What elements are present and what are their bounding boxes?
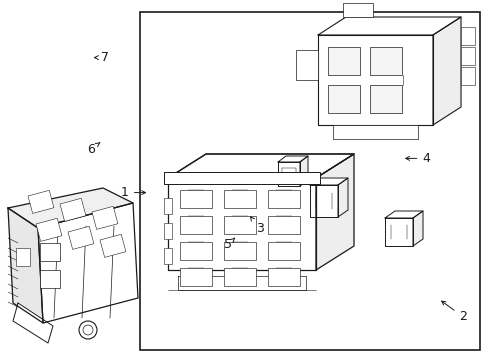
Polygon shape <box>318 35 433 125</box>
Bar <box>36 218 62 242</box>
Bar <box>68 226 94 249</box>
Polygon shape <box>178 276 306 290</box>
Bar <box>461 47 475 65</box>
Polygon shape <box>316 154 354 270</box>
Bar <box>224 216 256 234</box>
Bar <box>40 270 60 288</box>
Bar <box>180 216 212 234</box>
Bar <box>268 216 300 234</box>
Bar <box>180 190 212 208</box>
Bar <box>343 3 373 17</box>
Bar <box>164 172 320 184</box>
Bar <box>461 27 475 45</box>
Bar <box>28 190 54 213</box>
Text: 7: 7 <box>95 51 109 64</box>
Bar <box>164 198 172 214</box>
Bar <box>140 12 480 350</box>
Text: 6: 6 <box>87 143 100 156</box>
Text: 3: 3 <box>250 217 264 235</box>
Bar <box>60 198 86 221</box>
Bar <box>268 190 300 208</box>
Bar <box>92 206 118 229</box>
Polygon shape <box>278 156 308 162</box>
Text: 2: 2 <box>441 301 467 323</box>
Polygon shape <box>433 17 461 125</box>
Bar <box>333 125 418 139</box>
Bar <box>296 50 318 80</box>
Bar <box>164 223 172 239</box>
Polygon shape <box>310 178 348 185</box>
Polygon shape <box>318 17 461 35</box>
Polygon shape <box>38 203 138 323</box>
Bar <box>328 47 360 75</box>
Bar <box>461 67 475 85</box>
Bar <box>100 234 126 257</box>
Bar <box>224 268 256 286</box>
Polygon shape <box>385 218 413 246</box>
Polygon shape <box>413 211 423 246</box>
Polygon shape <box>168 154 354 178</box>
Bar <box>224 242 256 260</box>
Polygon shape <box>278 162 300 186</box>
Text: 1: 1 <box>121 186 146 199</box>
Bar <box>224 190 256 208</box>
Text: 4: 4 <box>406 152 430 165</box>
Bar <box>180 242 212 260</box>
Bar <box>268 268 300 286</box>
Bar <box>370 85 402 113</box>
Bar <box>164 248 172 264</box>
Bar <box>180 268 212 286</box>
Polygon shape <box>13 303 53 343</box>
Bar <box>268 242 300 260</box>
Text: 5: 5 <box>224 238 235 251</box>
Polygon shape <box>168 178 316 270</box>
Bar <box>370 47 402 75</box>
Polygon shape <box>385 211 423 218</box>
Circle shape <box>79 321 97 339</box>
Polygon shape <box>168 154 354 178</box>
Polygon shape <box>310 185 338 217</box>
Bar <box>40 243 60 261</box>
Polygon shape <box>338 178 348 217</box>
Bar <box>16 248 30 266</box>
Polygon shape <box>300 156 308 186</box>
Polygon shape <box>8 208 43 323</box>
Circle shape <box>83 325 93 335</box>
Polygon shape <box>8 188 133 228</box>
Bar <box>328 85 360 113</box>
